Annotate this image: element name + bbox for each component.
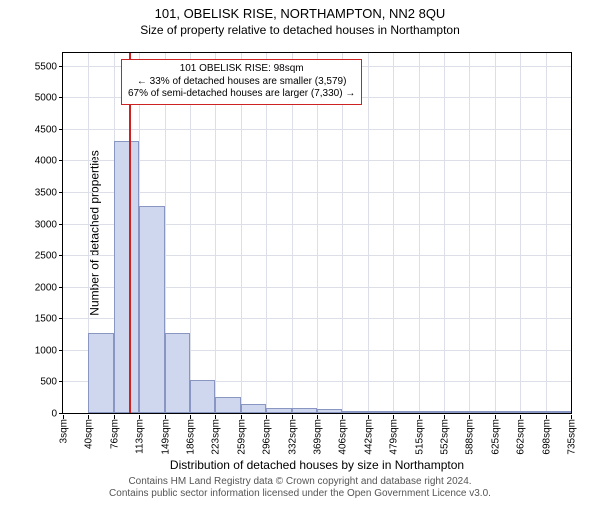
- y-tick-label: 5000: [17, 93, 57, 104]
- x-tick-label: 223sqm: [211, 419, 222, 455]
- y-tick-mark: [59, 224, 63, 225]
- histogram-bar: [469, 411, 494, 413]
- y-tick-label: 4000: [17, 156, 57, 167]
- histogram-bar: [495, 411, 520, 413]
- y-tick-label: 1500: [17, 314, 57, 325]
- y-tick-mark: [59, 381, 63, 382]
- gridline-v: [419, 53, 420, 413]
- histogram-bar: [419, 411, 444, 413]
- y-tick-mark: [59, 318, 63, 319]
- histogram-bar: [317, 409, 342, 413]
- y-tick-mark: [59, 192, 63, 193]
- histogram-bar: [520, 411, 545, 413]
- y-tick-label: 0: [17, 409, 57, 420]
- histogram-bar: [444, 411, 469, 413]
- histogram-bar: [215, 397, 240, 413]
- callout-line: ← 33% of detached houses are smaller (3,…: [128, 76, 355, 89]
- y-tick-label: 2000: [17, 282, 57, 293]
- gridline-v: [292, 53, 293, 413]
- y-tick-label: 3000: [17, 219, 57, 230]
- x-tick-label: 76sqm: [109, 419, 120, 449]
- y-tick-mark: [59, 129, 63, 130]
- x-tick-label: 588sqm: [465, 419, 476, 455]
- x-tick-label: 625sqm: [490, 419, 501, 455]
- property-marker-line: [129, 53, 131, 413]
- plot-area: 0500100015002000250030003500400045005000…: [62, 52, 572, 414]
- histogram-bar: [190, 380, 215, 413]
- histogram-bar: [88, 333, 113, 413]
- page-title-2: Size of property relative to detached ho…: [0, 23, 600, 37]
- gridline-v: [546, 53, 547, 413]
- y-tick-label: 5500: [17, 61, 57, 72]
- y-tick-mark: [59, 160, 63, 161]
- y-tick-mark: [59, 413, 63, 414]
- y-tick-label: 4500: [17, 124, 57, 135]
- callout-line: 67% of semi-detached houses are larger (…: [128, 88, 355, 101]
- x-tick-label: 662sqm: [516, 419, 527, 455]
- gridline-v: [317, 53, 318, 413]
- y-tick-mark: [59, 287, 63, 288]
- gridline-v: [520, 53, 521, 413]
- callout-line: 101 OBELISK RISE: 98sqm: [128, 63, 355, 76]
- y-tick-label: 2500: [17, 251, 57, 262]
- histogram-bar: [241, 404, 266, 413]
- histogram-bar: [393, 411, 418, 413]
- gridline-v: [368, 53, 369, 413]
- x-tick-label: 442sqm: [363, 419, 374, 455]
- x-tick-label: 332sqm: [287, 419, 298, 455]
- x-tick-label: 515sqm: [414, 419, 425, 455]
- x-tick-label: 698sqm: [541, 419, 552, 455]
- x-tick-label: 40sqm: [84, 419, 95, 449]
- histogram-bar: [165, 333, 190, 413]
- footer: Contains HM Land Registry data © Crown c…: [0, 476, 600, 500]
- x-tick-label: 369sqm: [313, 419, 324, 455]
- x-tick-label: 3sqm: [59, 419, 70, 443]
- x-tick-label: 735sqm: [567, 419, 578, 455]
- y-tick-label: 1000: [17, 345, 57, 356]
- x-tick-label: 186sqm: [186, 419, 197, 455]
- histogram-bar: [342, 411, 367, 413]
- footer-line-1: Contains HM Land Registry data © Crown c…: [0, 476, 600, 488]
- gridline-v: [241, 53, 242, 413]
- y-tick-mark: [59, 97, 63, 98]
- gridline-v: [495, 53, 496, 413]
- y-tick-mark: [59, 66, 63, 67]
- footer-line-2: Contains public sector information licen…: [0, 488, 600, 500]
- gridline-v: [190, 53, 191, 413]
- x-tick-label: 406sqm: [338, 419, 349, 455]
- gridline-v: [469, 53, 470, 413]
- gridline-v: [215, 53, 216, 413]
- histogram-chart: Number of detached properties Distributi…: [62, 52, 572, 414]
- gridline-v: [393, 53, 394, 413]
- x-tick-label: 296sqm: [262, 419, 273, 455]
- x-tick-label: 479sqm: [389, 419, 400, 455]
- y-tick-mark: [59, 255, 63, 256]
- gridline-v: [342, 53, 343, 413]
- x-tick-label: 259sqm: [236, 419, 247, 455]
- x-tick-label: 149sqm: [160, 419, 171, 455]
- gridline-v: [444, 53, 445, 413]
- x-tick-label: 552sqm: [440, 419, 451, 455]
- callout-box: 101 OBELISK RISE: 98sqm← 33% of detached…: [121, 59, 362, 105]
- histogram-bar: [139, 206, 164, 413]
- y-tick-mark: [59, 350, 63, 351]
- x-axis-label: Distribution of detached houses by size …: [170, 458, 464, 472]
- y-tick-label: 500: [17, 377, 57, 388]
- histogram-bar: [266, 408, 291, 413]
- histogram-bar: [368, 411, 393, 413]
- x-tick-label: 113sqm: [135, 419, 146, 454]
- histogram-bar: [292, 408, 317, 413]
- histogram-bar: [546, 411, 571, 413]
- gridline-v: [266, 53, 267, 413]
- histogram-bar: [114, 141, 139, 413]
- y-tick-label: 3500: [17, 187, 57, 198]
- page-title-1: 101, OBELISK RISE, NORTHAMPTON, NN2 8QU: [0, 6, 600, 21]
